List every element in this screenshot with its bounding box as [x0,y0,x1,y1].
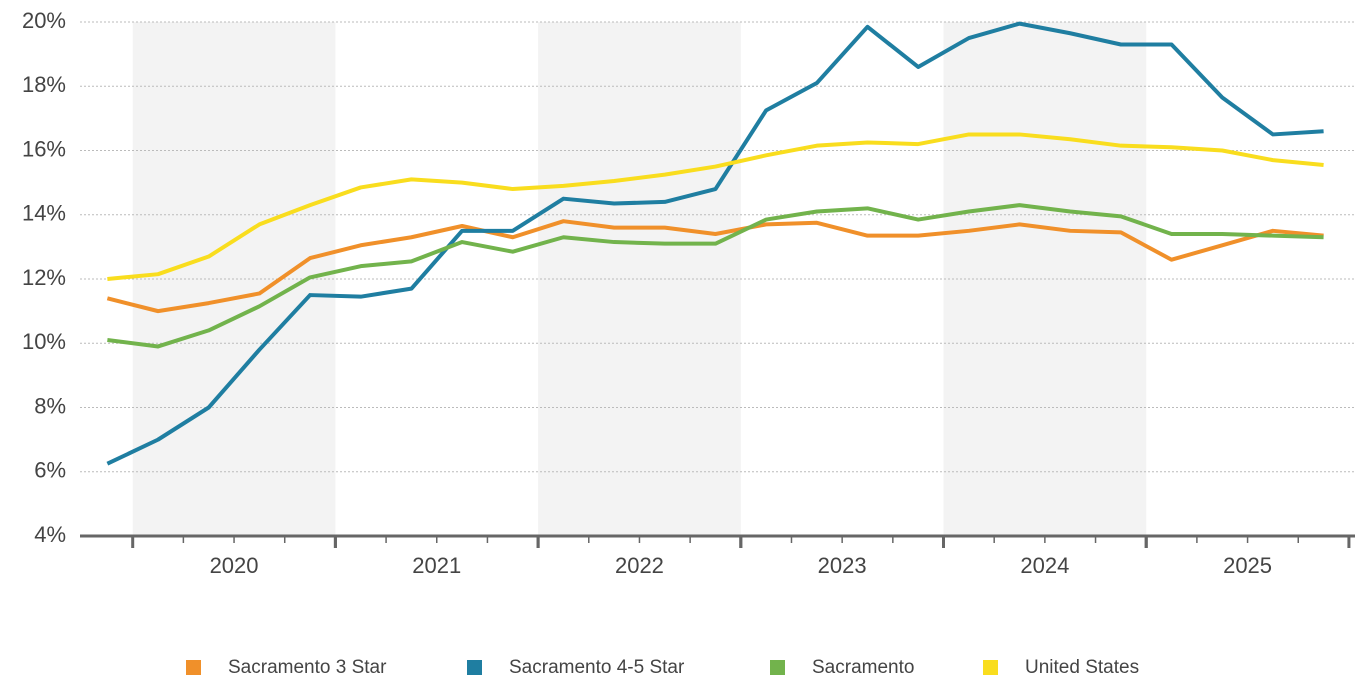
series-line [107,132,1324,281]
y-tick-label: 16% [22,136,66,161]
legend-label: United States [1025,657,1139,678]
legend-swatch [467,660,482,675]
series-line [107,203,1324,349]
legend-swatch [770,660,785,675]
series-line [106,219,1324,314]
y-tick-label: 18% [22,72,66,97]
x-tick-label: 2025 [1223,553,1272,578]
y-tick-label: 6% [34,458,66,483]
y-tick-label: 14% [22,201,66,226]
legend-swatch [186,660,201,675]
x-tick-label: 2022 [615,553,664,578]
y-tick-label: 12% [22,265,66,290]
x-tick-label: 2024 [1020,553,1069,578]
legend-label: Sacramento 4-5 Star [509,657,685,678]
y-tick-label: 20% [22,8,66,33]
x-tick-label: 2023 [818,553,867,578]
y-tick-label: 4% [34,522,66,547]
year-band [538,22,741,536]
legend-label: Sacramento [812,657,914,678]
y-tick-label: 10% [22,329,66,354]
x-tick-label: 2021 [412,553,461,578]
series-line [106,21,1324,466]
legend-label: Sacramento 3 Star [228,657,387,678]
legend-swatch [983,660,998,675]
x-tick-label: 2020 [210,553,259,578]
y-tick-label: 8% [34,393,66,418]
